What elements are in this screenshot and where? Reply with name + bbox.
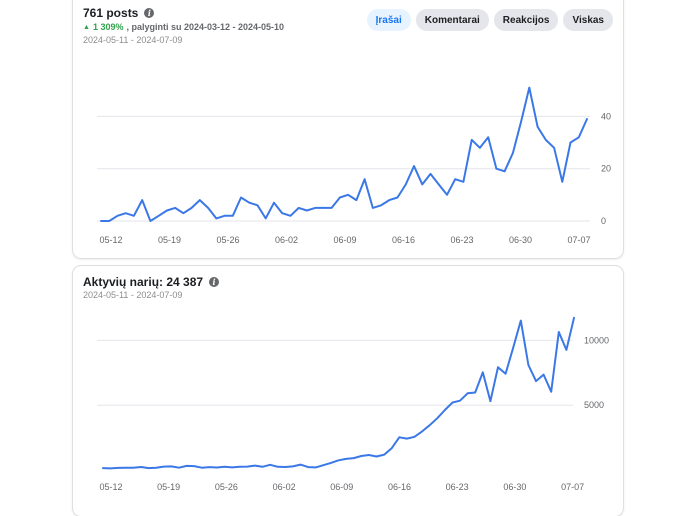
x-tick-label: 05-19 xyxy=(158,235,181,245)
x-tick-label: 06-16 xyxy=(392,235,415,245)
x-tick-label: 06-16 xyxy=(388,482,411,492)
series-line xyxy=(102,316,575,470)
y-tick-label: 40 xyxy=(601,111,611,121)
x-tick-label: 06-30 xyxy=(509,235,532,245)
comparison-row: ▲ 1 309% , palyginti su 2024-03-12 - 202… xyxy=(83,22,284,32)
x-tick-label: 06-02 xyxy=(275,235,298,245)
x-tick-label: 06-23 xyxy=(450,235,473,245)
x-tick-label: 06-02 xyxy=(273,482,296,492)
comparison-text: , palyginti su 2024-03-12 - 2024-05-10 xyxy=(126,22,285,32)
active-members-card: Aktyvių narių: 24 387 i 2024-05-11 - 202… xyxy=(73,266,623,516)
x-tick-label: 05-12 xyxy=(99,482,122,492)
arrow-up-icon: ▲ xyxy=(83,23,90,31)
x-tick-label: 06-09 xyxy=(330,482,353,492)
x-tick-label: 06-23 xyxy=(446,482,469,492)
y-tick-label: 5000 xyxy=(584,400,604,410)
x-tick-label: 05-26 xyxy=(216,235,239,245)
x-tick-label: 07-07 xyxy=(561,482,584,492)
x-tick-label: 06-09 xyxy=(333,235,356,245)
members-date-range: 2024-05-11 - 2024-07-09 xyxy=(83,290,183,300)
members-title-row: Aktyvių narių: 24 387 i xyxy=(83,275,220,289)
x-tick-label: 05-19 xyxy=(157,482,180,492)
tab-posts[interactable]: Įrašai xyxy=(366,9,411,31)
posts-line-chart: 0 20 40 05-12 05-19 05-26 06-02 06-09 06-16 06-23… xyxy=(97,86,611,245)
posts-title-row: 761 posts i xyxy=(83,6,155,20)
posts-card: 761 posts i ▲ 1 309% , palyginti su 2024… xyxy=(73,0,623,258)
posts-date-range: 2024-05-11 - 2024-07-09 xyxy=(83,35,183,45)
growth-percent: 1 309% xyxy=(92,22,124,32)
series-line xyxy=(100,86,588,222)
y-tick-label: 10000 xyxy=(584,335,609,345)
members-line-chart: 5000 10000 05-12 05-19 05-26 06-02 06-09 06-16 0… xyxy=(97,316,609,492)
x-tick-label: 06-30 xyxy=(503,482,526,492)
x-tick-label: 05-12 xyxy=(99,235,122,245)
y-tick-label: 20 xyxy=(601,164,611,174)
x-tick-label: 05-26 xyxy=(215,482,238,492)
info-icon[interactable]: i xyxy=(144,8,155,18)
tab-comments[interactable]: Komentarai xyxy=(415,9,489,31)
tab-all[interactable]: Viskas xyxy=(563,9,613,31)
posts-title: 761 posts xyxy=(83,6,139,20)
x-tick-label: 07-07 xyxy=(567,235,590,245)
tab-reactions[interactable]: Reakcijos xyxy=(493,9,559,31)
members-title: Aktyvių narių: 24 387 xyxy=(83,275,204,289)
info-icon[interactable]: i xyxy=(209,277,220,287)
y-tick-label: 0 xyxy=(601,216,606,226)
metric-tabs: Įrašai Komentarai Reakcijos Viskas xyxy=(366,9,613,31)
